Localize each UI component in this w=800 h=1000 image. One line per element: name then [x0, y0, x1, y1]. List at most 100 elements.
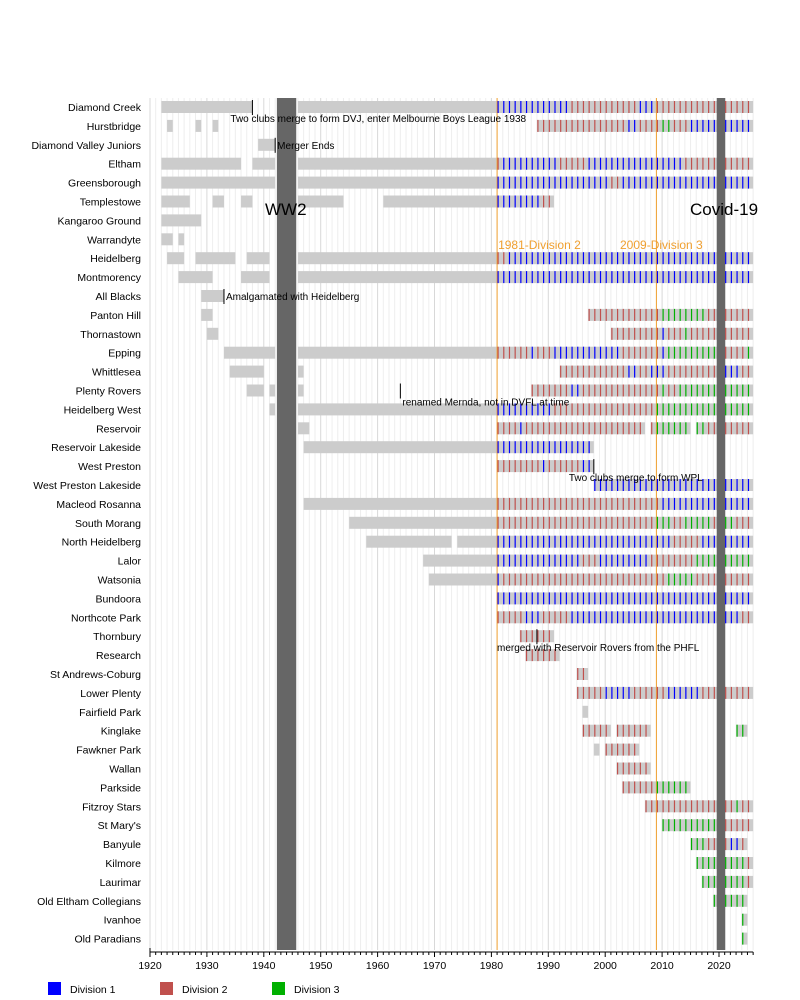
club-label: Kangaroo Ground — [58, 215, 142, 227]
club-division-span — [559, 365, 628, 378]
club-label: Fawkner Park — [76, 745, 142, 757]
club-division-span — [497, 176, 611, 189]
club-division-span — [730, 838, 742, 851]
club-label: Lower Plenty — [80, 688, 141, 700]
club-label: Research — [96, 650, 141, 662]
club-division-span — [667, 384, 680, 397]
club-active-span — [229, 365, 264, 378]
club-active-span — [297, 176, 498, 189]
club-division-span — [497, 460, 543, 473]
club-division-span — [724, 800, 737, 813]
legend-label: Division 3 — [294, 984, 340, 996]
club-division-span — [497, 573, 503, 586]
club-active-span — [269, 403, 276, 416]
club-division-span — [627, 365, 640, 378]
club-label: West Preston — [78, 461, 141, 473]
club-division-span — [508, 252, 719, 265]
club-active-span — [297, 252, 498, 265]
club-active-span — [349, 516, 498, 529]
club-division-span — [497, 346, 532, 359]
club-division-span — [639, 365, 651, 378]
club-division-span — [741, 932, 748, 945]
annotation-text: Two clubs merge to form WPL — [569, 473, 703, 484]
club-division-span — [497, 403, 554, 416]
club-label: North Heidelberg — [62, 537, 142, 549]
club-active-span — [383, 195, 498, 208]
club-division-span — [662, 497, 719, 510]
club-division-span — [713, 516, 719, 529]
club-label: Plenty Rovers — [76, 386, 141, 398]
club-label: Parkside — [100, 782, 141, 794]
club-label: Macleod Rosanna — [56, 499, 141, 511]
club-division-span — [599, 554, 651, 567]
club-label: Hurstbridge — [87, 121, 141, 133]
club-active-span — [246, 384, 264, 397]
club-division-span — [667, 365, 719, 378]
club-label: Whittlesea — [92, 367, 141, 379]
club-active-span — [457, 535, 498, 548]
club-label: Thornastown — [80, 329, 141, 341]
club-division-span — [679, 384, 719, 397]
club-active-span — [161, 176, 276, 189]
club-division-span — [536, 346, 554, 359]
club-division-span — [627, 119, 640, 132]
club-division-span — [639, 101, 657, 113]
club-label: Banyule — [103, 839, 141, 851]
club-active-span — [212, 119, 219, 132]
club-label: Ivanhoe — [104, 915, 142, 927]
club-division-span — [696, 554, 719, 567]
club-division-span — [553, 346, 623, 359]
club-division-span — [690, 119, 719, 132]
x-tick-label: 1940 — [252, 960, 276, 972]
club-active-span — [161, 214, 202, 227]
club-active-span — [297, 101, 498, 113]
club-division-span — [656, 781, 691, 794]
club-division-span — [724, 894, 748, 907]
club-label: Heidelberg — [90, 253, 141, 265]
x-tick-label: 2000 — [594, 960, 618, 972]
x-tick-label: 1990 — [537, 960, 561, 972]
club-division-span — [662, 308, 708, 321]
club-division-span — [497, 101, 572, 113]
period-label: WW2 — [265, 200, 307, 219]
club-division-span — [667, 327, 685, 340]
x-tick-label: 1970 — [423, 960, 447, 972]
club-division-span — [605, 743, 640, 756]
club-division-span — [656, 403, 719, 416]
club-division-span — [662, 327, 668, 340]
club-label: Laurimar — [100, 877, 142, 889]
period-bar — [276, 98, 297, 950]
annotation-text: Amalgamated with Heidelberg — [226, 292, 359, 303]
club-division-span — [582, 460, 594, 473]
club-active-span — [241, 195, 253, 208]
club-division-span — [650, 422, 657, 435]
club-division-span — [610, 176, 623, 189]
club-division-span — [576, 668, 589, 680]
club-division-span — [696, 573, 719, 586]
club-division-span — [741, 913, 748, 926]
club-division-span — [724, 346, 748, 359]
club-division-span — [662, 119, 674, 132]
club-active-span — [297, 384, 304, 397]
club-division-span — [747, 875, 754, 888]
club-division-span — [610, 327, 663, 340]
x-tick-label: 1930 — [195, 960, 219, 972]
club-label: Heidelberg West — [64, 404, 142, 416]
club-active-span — [297, 403, 498, 416]
legend-swatch — [48, 982, 61, 995]
club-division-span — [497, 516, 657, 529]
club-division-span — [741, 611, 754, 624]
legend-swatch — [160, 982, 173, 995]
club-division-span — [542, 460, 549, 473]
club-active-span — [297, 195, 344, 208]
club-division-span — [650, 365, 668, 378]
club-division-span — [622, 176, 719, 189]
club-division-span — [536, 119, 628, 132]
club-division-span — [497, 252, 509, 265]
club-active-span — [423, 554, 498, 567]
club-active-span — [297, 346, 498, 359]
club-label: Reservoir — [96, 423, 141, 435]
annotation-text: Two clubs merge to form DVJ, enter Melbo… — [230, 114, 526, 125]
club-division-span — [707, 422, 719, 435]
